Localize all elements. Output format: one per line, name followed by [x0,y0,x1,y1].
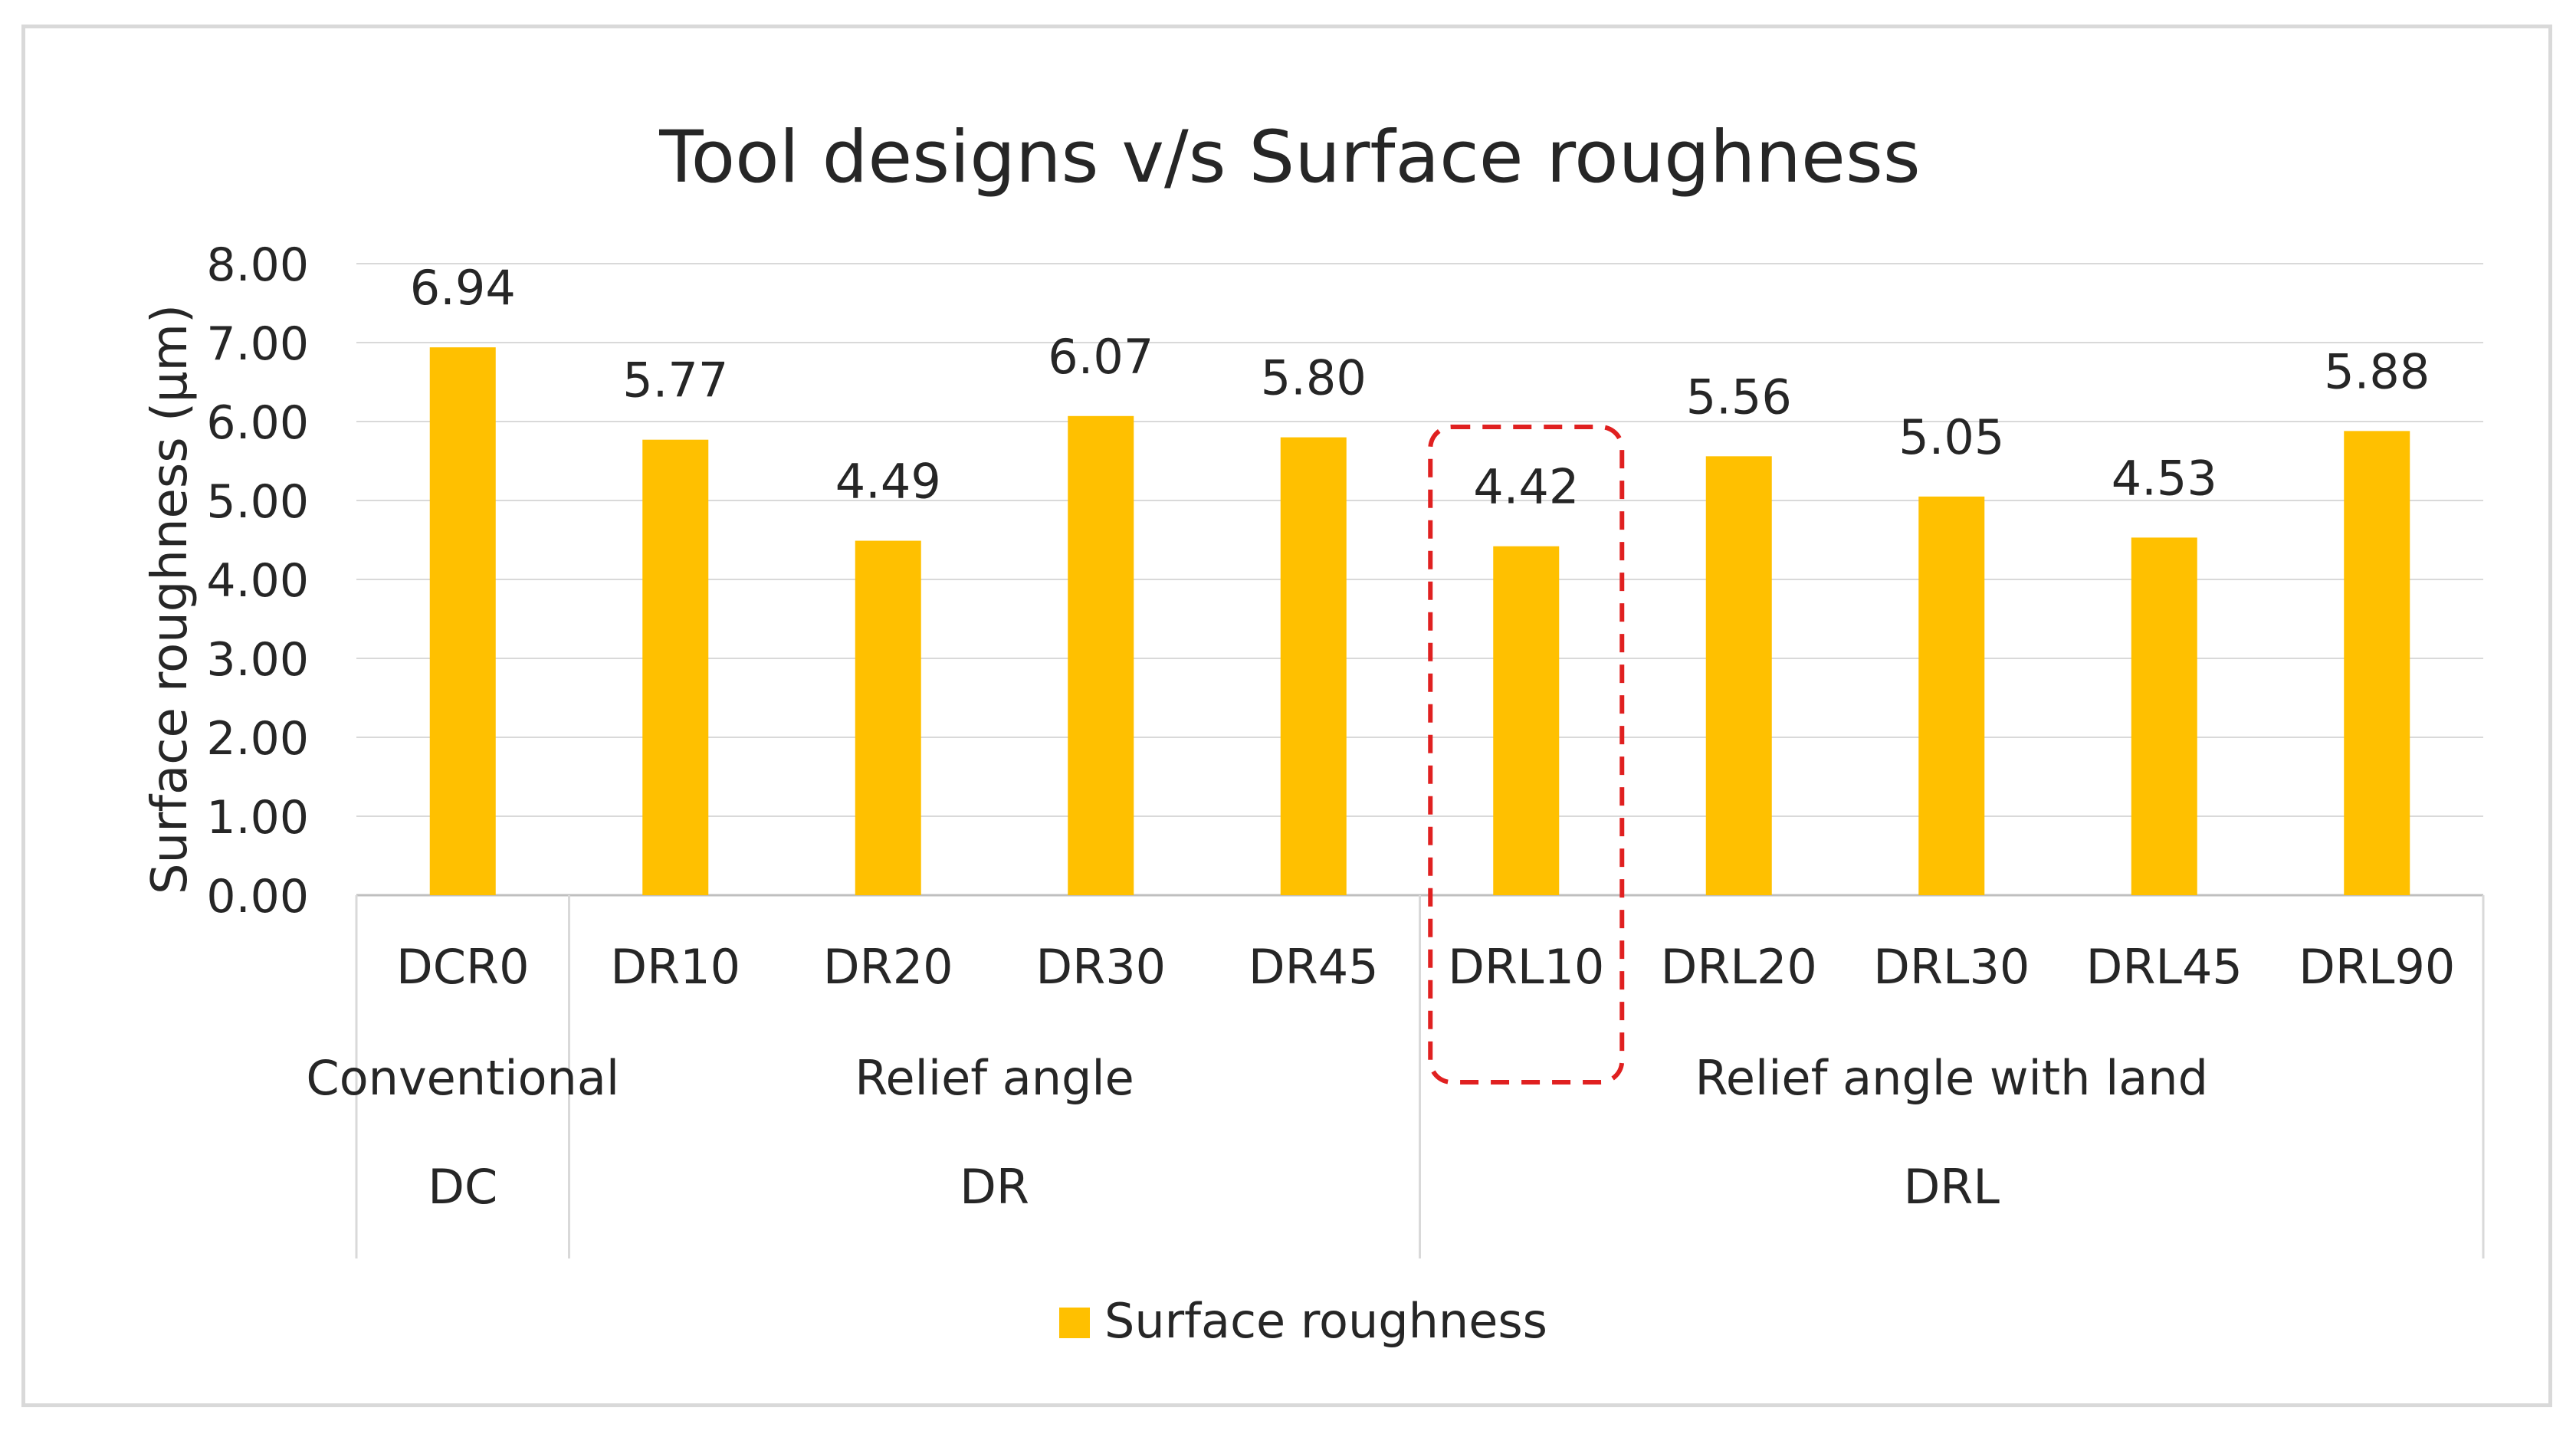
x-tick-label-drl20: DRL20 [1661,939,1817,995]
x-tick-label-drl90: DRL90 [2299,939,2455,995]
y-tick-label: 3.00 [206,633,309,687]
chart-title: Tool designs v/s Surface roughness [658,116,1921,199]
y-axis-label: Surface roughness (µm) [142,304,199,894]
group-label-drl: Relief angle with land [1695,1050,2208,1106]
chart-svg: Tool designs v/s Surface roughness Surfa… [142,116,2485,1349]
x-tick-label-dcr0: DCR0 [396,939,530,995]
x-tick-label-drl45: DRL45 [2086,939,2243,995]
y-tick-label: 4.00 [206,554,309,608]
bar-drl30[interactable] [1918,496,1985,895]
data-label-drl45: 4.53 [2112,450,2217,506]
highlight-box [1428,425,1625,1085]
bars [429,347,2410,895]
bar-drl90[interactable] [2344,431,2410,895]
x-axis: DCR0 DR10 DR20 DR30 DR45 DRL10 DRL20 DRL30 DRL45… [306,895,2485,1258]
group-code-drl: DRL [1904,1159,2000,1215]
data-label-dr45: 5.80 [1261,350,1367,406]
chart-frame: Tool designs v/s Surface roughness Surfa… [21,25,2552,1407]
y-axis-ticks: 0.00 1.00 2.00 3.00 4.00 5.00 6.00 7.00 8.00 [206,238,309,924]
gridlines [356,263,2483,897]
bar-dr45[interactable] [1280,437,1347,895]
group-code-dr: DR [960,1159,1029,1215]
legend-swatch [1059,1308,1090,1338]
group-label-dr: Relief angle [855,1050,1134,1106]
bar-drl10[interactable] [1493,546,1560,895]
data-label-dr10: 5.77 [622,353,728,409]
data-label-drl10: 4.42 [1473,459,1579,515]
bar-drl20[interactable] [1705,456,1772,895]
group-label-dc: Conventional [306,1050,619,1106]
y-tick-label: 6.00 [206,396,309,450]
bar-dcr0[interactable] [429,347,496,895]
data-label-dr30: 6.07 [1048,329,1153,385]
y-tick-label: 2.00 [206,712,309,766]
x-tick-label-dr30: DR30 [1035,939,1166,995]
x-tick-label-dr45: DR45 [1249,939,1379,995]
x-tick-label-dr10: DR10 [610,939,740,995]
data-labels: 6.94 5.77 4.49 6.07 5.80 4.42 5.56 5.05 4.53 5.88 [410,260,2430,515]
bar-dr30[interactable] [1068,415,1134,895]
data-label-drl90: 5.88 [2324,343,2430,399]
legend-label: Surface roughness [1104,1293,1547,1349]
data-label-drl20: 5.56 [1686,369,1792,425]
highlight-box-drl10 [1428,425,1625,1085]
x-tick-label-dr20: DR20 [823,939,953,995]
group-code-dc: DC [428,1159,497,1215]
y-tick-label: 8.00 [206,238,309,292]
y-tick-label: 7.00 [206,317,309,371]
data-label-drl30: 5.05 [1898,409,2004,465]
x-tick-label-drl30: DRL30 [1873,939,2030,995]
y-tick-label: 1.00 [206,791,309,845]
data-label-dcr0: 6.94 [410,260,516,316]
bar-dr20[interactable] [855,540,921,895]
x-tick-label-drl10: DRL10 [1448,939,1604,995]
y-tick-label: 5.00 [206,475,309,529]
y-tick-label: 0.00 [206,870,309,924]
data-label-dr20: 4.49 [835,454,941,510]
legend[interactable]: Surface roughness [1059,1293,1547,1349]
bar-drl45[interactable] [2131,537,2197,895]
bar-dr10[interactable] [642,439,709,895]
